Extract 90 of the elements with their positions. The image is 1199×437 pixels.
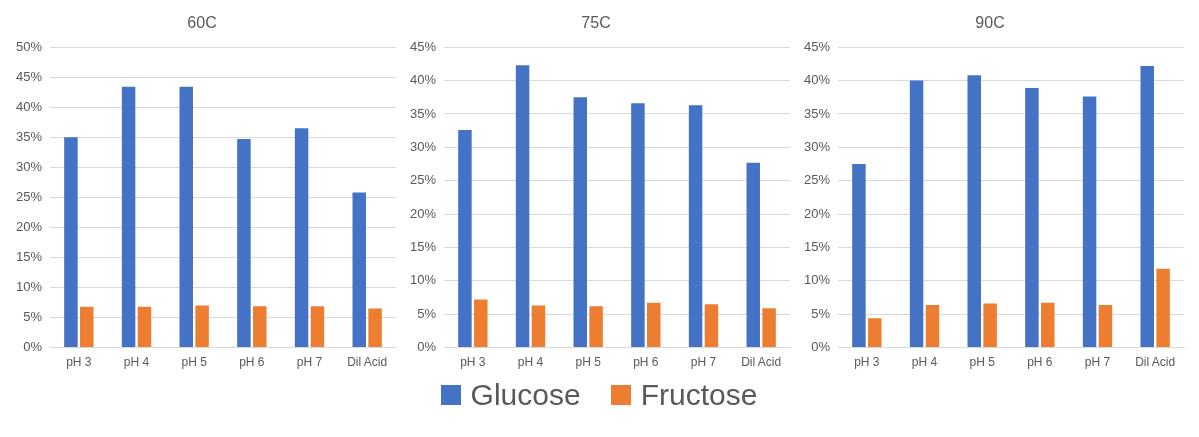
y-tick-label: 20% <box>409 205 437 221</box>
x-tick-label: Dil Acid <box>1135 355 1176 370</box>
x-tick-label: pH 5 <box>575 355 602 370</box>
y-tick-label: 25% <box>15 188 43 204</box>
y-tick-label: 45% <box>409 38 437 54</box>
bar <box>531 305 546 348</box>
y-tick-label: 5% <box>811 305 831 321</box>
x-tick-label: pH 6 <box>633 355 659 370</box>
y-tick-label: 15% <box>409 239 437 255</box>
x-tick-label: pH 4 <box>123 355 150 370</box>
chart-title: 75C <box>581 14 611 32</box>
bar <box>195 305 209 348</box>
y-tick-label: 45% <box>15 68 43 84</box>
y-tick-label: 25% <box>409 172 437 188</box>
chart-title: 90C <box>975 14 1005 32</box>
x-tick-label: Dil Acid <box>741 355 782 370</box>
bar <box>573 97 587 348</box>
bar <box>631 103 645 348</box>
bar <box>1082 96 1097 348</box>
x-tick-label: pH 6 <box>239 355 265 370</box>
y-tick-label: 30% <box>803 138 831 154</box>
legend-label: Glucose <box>470 378 581 412</box>
bar <box>294 128 309 348</box>
y-tick-label: 15% <box>15 249 43 265</box>
bar <box>589 306 603 348</box>
y-tick-label: 0% <box>417 339 437 355</box>
y-tick-label: 35% <box>15 128 43 144</box>
y-tick-label: 10% <box>15 279 43 295</box>
bar <box>762 308 776 348</box>
bar <box>868 318 882 348</box>
x-tick-label: pH 6 <box>1027 355 1053 370</box>
y-tick-label: 40% <box>803 72 831 88</box>
y-tick-label: 20% <box>15 219 43 235</box>
bar <box>253 306 267 348</box>
bar <box>80 306 94 348</box>
bar <box>64 137 78 348</box>
x-tick-label: pH 3 <box>460 355 486 370</box>
bar <box>1041 302 1055 348</box>
bar <box>458 129 472 348</box>
chart-title: 60C <box>187 14 217 32</box>
y-tick-label: 15% <box>803 239 831 255</box>
x-tick-label: pH 5 <box>181 355 208 370</box>
y-tick-label: 25% <box>803 172 831 188</box>
bar <box>852 164 866 348</box>
bar <box>1140 65 1154 348</box>
bar <box>647 302 661 348</box>
y-tick-label: 30% <box>409 138 437 154</box>
bar <box>310 306 325 348</box>
x-tick-label: pH 7 <box>1084 355 1111 370</box>
bar <box>983 303 997 348</box>
x-tick-label: pH 5 <box>969 355 996 370</box>
y-tick-label: 40% <box>15 98 43 114</box>
bar <box>1098 304 1113 348</box>
y-tick-label: 10% <box>409 272 437 288</box>
y-tick-label: 40% <box>409 72 437 88</box>
bar <box>746 162 760 348</box>
bar <box>1156 268 1170 348</box>
legend-label: Fructose <box>640 378 758 412</box>
y-tick-label: 30% <box>15 158 43 174</box>
bar <box>515 65 530 348</box>
y-tick-label: 45% <box>803 38 831 54</box>
x-tick-label: pH 3 <box>854 355 880 370</box>
bar <box>474 299 488 348</box>
y-tick-label: 35% <box>409 105 437 121</box>
y-tick-label: 5% <box>23 309 43 325</box>
bar <box>121 86 136 348</box>
bar <box>909 80 924 348</box>
bar <box>688 105 703 348</box>
bar <box>368 308 382 348</box>
x-tick-label: Dil Acid <box>347 355 388 370</box>
bar <box>179 86 193 348</box>
y-tick-label: 0% <box>23 339 43 355</box>
y-tick-label: 20% <box>803 205 831 221</box>
y-tick-label: 50% <box>15 38 43 54</box>
bar <box>1025 87 1039 348</box>
x-tick-label: pH 3 <box>66 355 92 370</box>
bar <box>352 192 366 348</box>
bar <box>967 75 981 348</box>
bar <box>925 304 940 348</box>
y-tick-label: 5% <box>417 305 437 321</box>
x-tick-label: pH 7 <box>296 355 323 370</box>
y-tick-label: 10% <box>803 272 831 288</box>
bar <box>137 306 152 348</box>
x-tick-label: pH 4 <box>911 355 938 370</box>
bar <box>704 304 719 348</box>
x-tick-label: pH 7 <box>690 355 717 370</box>
bar <box>237 139 251 348</box>
x-tick-label: pH 4 <box>517 355 544 370</box>
y-tick-label: 35% <box>803 105 831 121</box>
y-tick-label: 0% <box>811 339 831 355</box>
